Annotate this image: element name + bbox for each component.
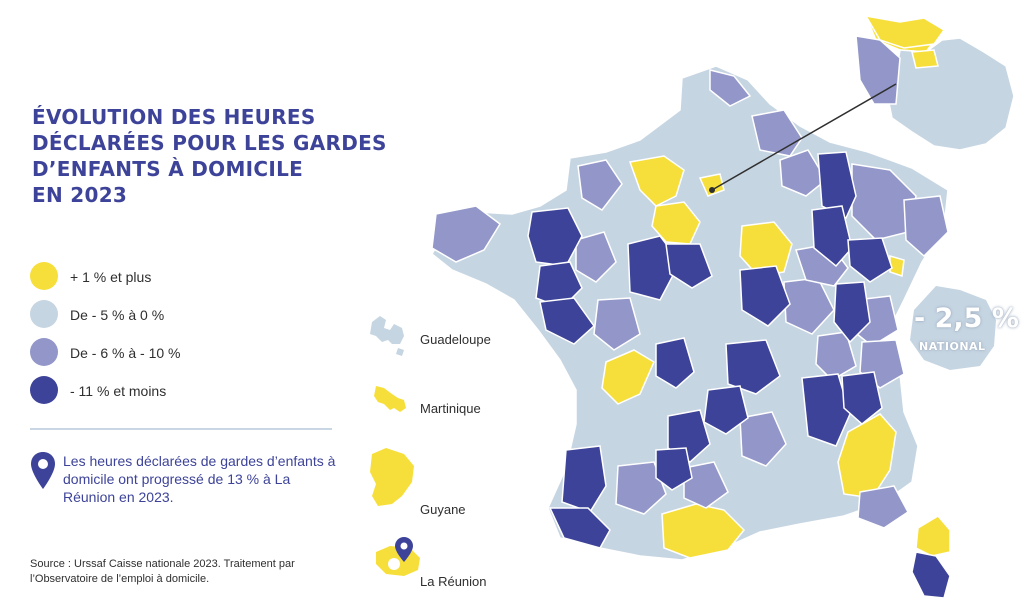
region-haute-savoie [841, 371, 883, 425]
region-rhone [815, 331, 857, 381]
region-corse-north [915, 515, 951, 557]
legend-label: De - 5 % à 0 % [70, 307, 165, 323]
region-manche [577, 159, 623, 211]
region-var [857, 485, 909, 529]
title-line-4: EN 2023 [32, 183, 128, 207]
region-ardeche [801, 373, 851, 447]
legend-divider [30, 428, 332, 430]
region-cher [739, 265, 791, 327]
ile-de-france-zoom-center [911, 49, 939, 69]
national-value: - 2,5 % [914, 303, 1019, 334]
legend-swatch-yellow [30, 262, 58, 290]
legend-item-plus-1: + 1 % et plus [30, 262, 330, 292]
legend-label: - 11 % et moins [70, 383, 167, 399]
region-loiret-yonne [739, 221, 793, 277]
region-isere-drome [837, 413, 897, 499]
guadeloupe-shape [370, 316, 404, 356]
region-pyrenees-atlantiques [548, 507, 611, 549]
region-jura [833, 281, 871, 344]
region-correze [703, 385, 749, 435]
title-line-2: DÉCLARÉES POUR LES GARDES [32, 131, 387, 155]
page-title: ÉVOLUTION DES HEURES DÉCLARÉES POUR LES … [32, 104, 412, 208]
region-finistere [431, 205, 501, 263]
location-pin-icon [31, 452, 55, 489]
legend-label: De - 6 % à - 10 % [70, 345, 181, 361]
label-martinique: Martinique [420, 401, 481, 416]
label-guyane: Guyane [420, 502, 466, 517]
region-somme [709, 69, 752, 107]
region-tarn-et-garonne [655, 447, 693, 491]
legend-swatch-lavender [30, 338, 58, 366]
label-la-reunion: La Réunion [420, 574, 487, 589]
legend-item-minus-6-10: De - 6 % à - 10 % [30, 338, 330, 368]
region-haute-marne [817, 151, 857, 220]
region-cantal [739, 411, 787, 467]
guyane-shape [370, 448, 414, 506]
legend-item-minus-5-0: De - 5 % à 0 % [30, 300, 330, 330]
region-aisne-ardennes [751, 109, 803, 157]
reunion-note: Les heures déclarées de gardes d’enfants… [63, 453, 336, 505]
region-paris [698, 173, 725, 197]
national-shape [910, 286, 996, 370]
title-line-1: ÉVOLUTION DES HEURES [32, 105, 316, 129]
paris-zoom-connector [711, 83, 897, 191]
region-mayenne [575, 231, 617, 283]
legend-swatch-dark-blue [30, 376, 58, 404]
source-note: Source : Urssaf Caisse nationale 2023. T… [30, 558, 295, 585]
legend-item-minus-11: - 11 % et moins [30, 376, 330, 406]
legend-swatch-light-blue [30, 300, 58, 328]
region-vienne [593, 297, 641, 351]
legend-label: + 1 % et plus [70, 269, 152, 285]
national-label: NATIONAL [919, 340, 986, 353]
region-allier [725, 339, 781, 395]
region-vosges [903, 195, 949, 258]
region-haute-vienne [655, 337, 695, 389]
region-charente [601, 349, 655, 405]
region-indre-et-loire [665, 243, 713, 289]
region-gers [615, 461, 667, 515]
region-landes [561, 445, 607, 513]
region-lot [683, 461, 729, 509]
region-doubs [847, 237, 893, 283]
region-haute-saone [811, 205, 853, 268]
label-guadeloupe: Guadeloupe [420, 332, 491, 347]
region-calvados-orne [628, 155, 685, 207]
ile-de-france-zoom-north [864, 14, 946, 49]
region-vendee [539, 297, 595, 345]
region-corse-south [911, 551, 951, 599]
martinique-shape [374, 386, 406, 412]
ile-de-france-zoom [887, 37, 1015, 151]
region-marne [779, 149, 827, 197]
title-line-3: D’ENFANTS À DOMICILE [32, 157, 304, 181]
